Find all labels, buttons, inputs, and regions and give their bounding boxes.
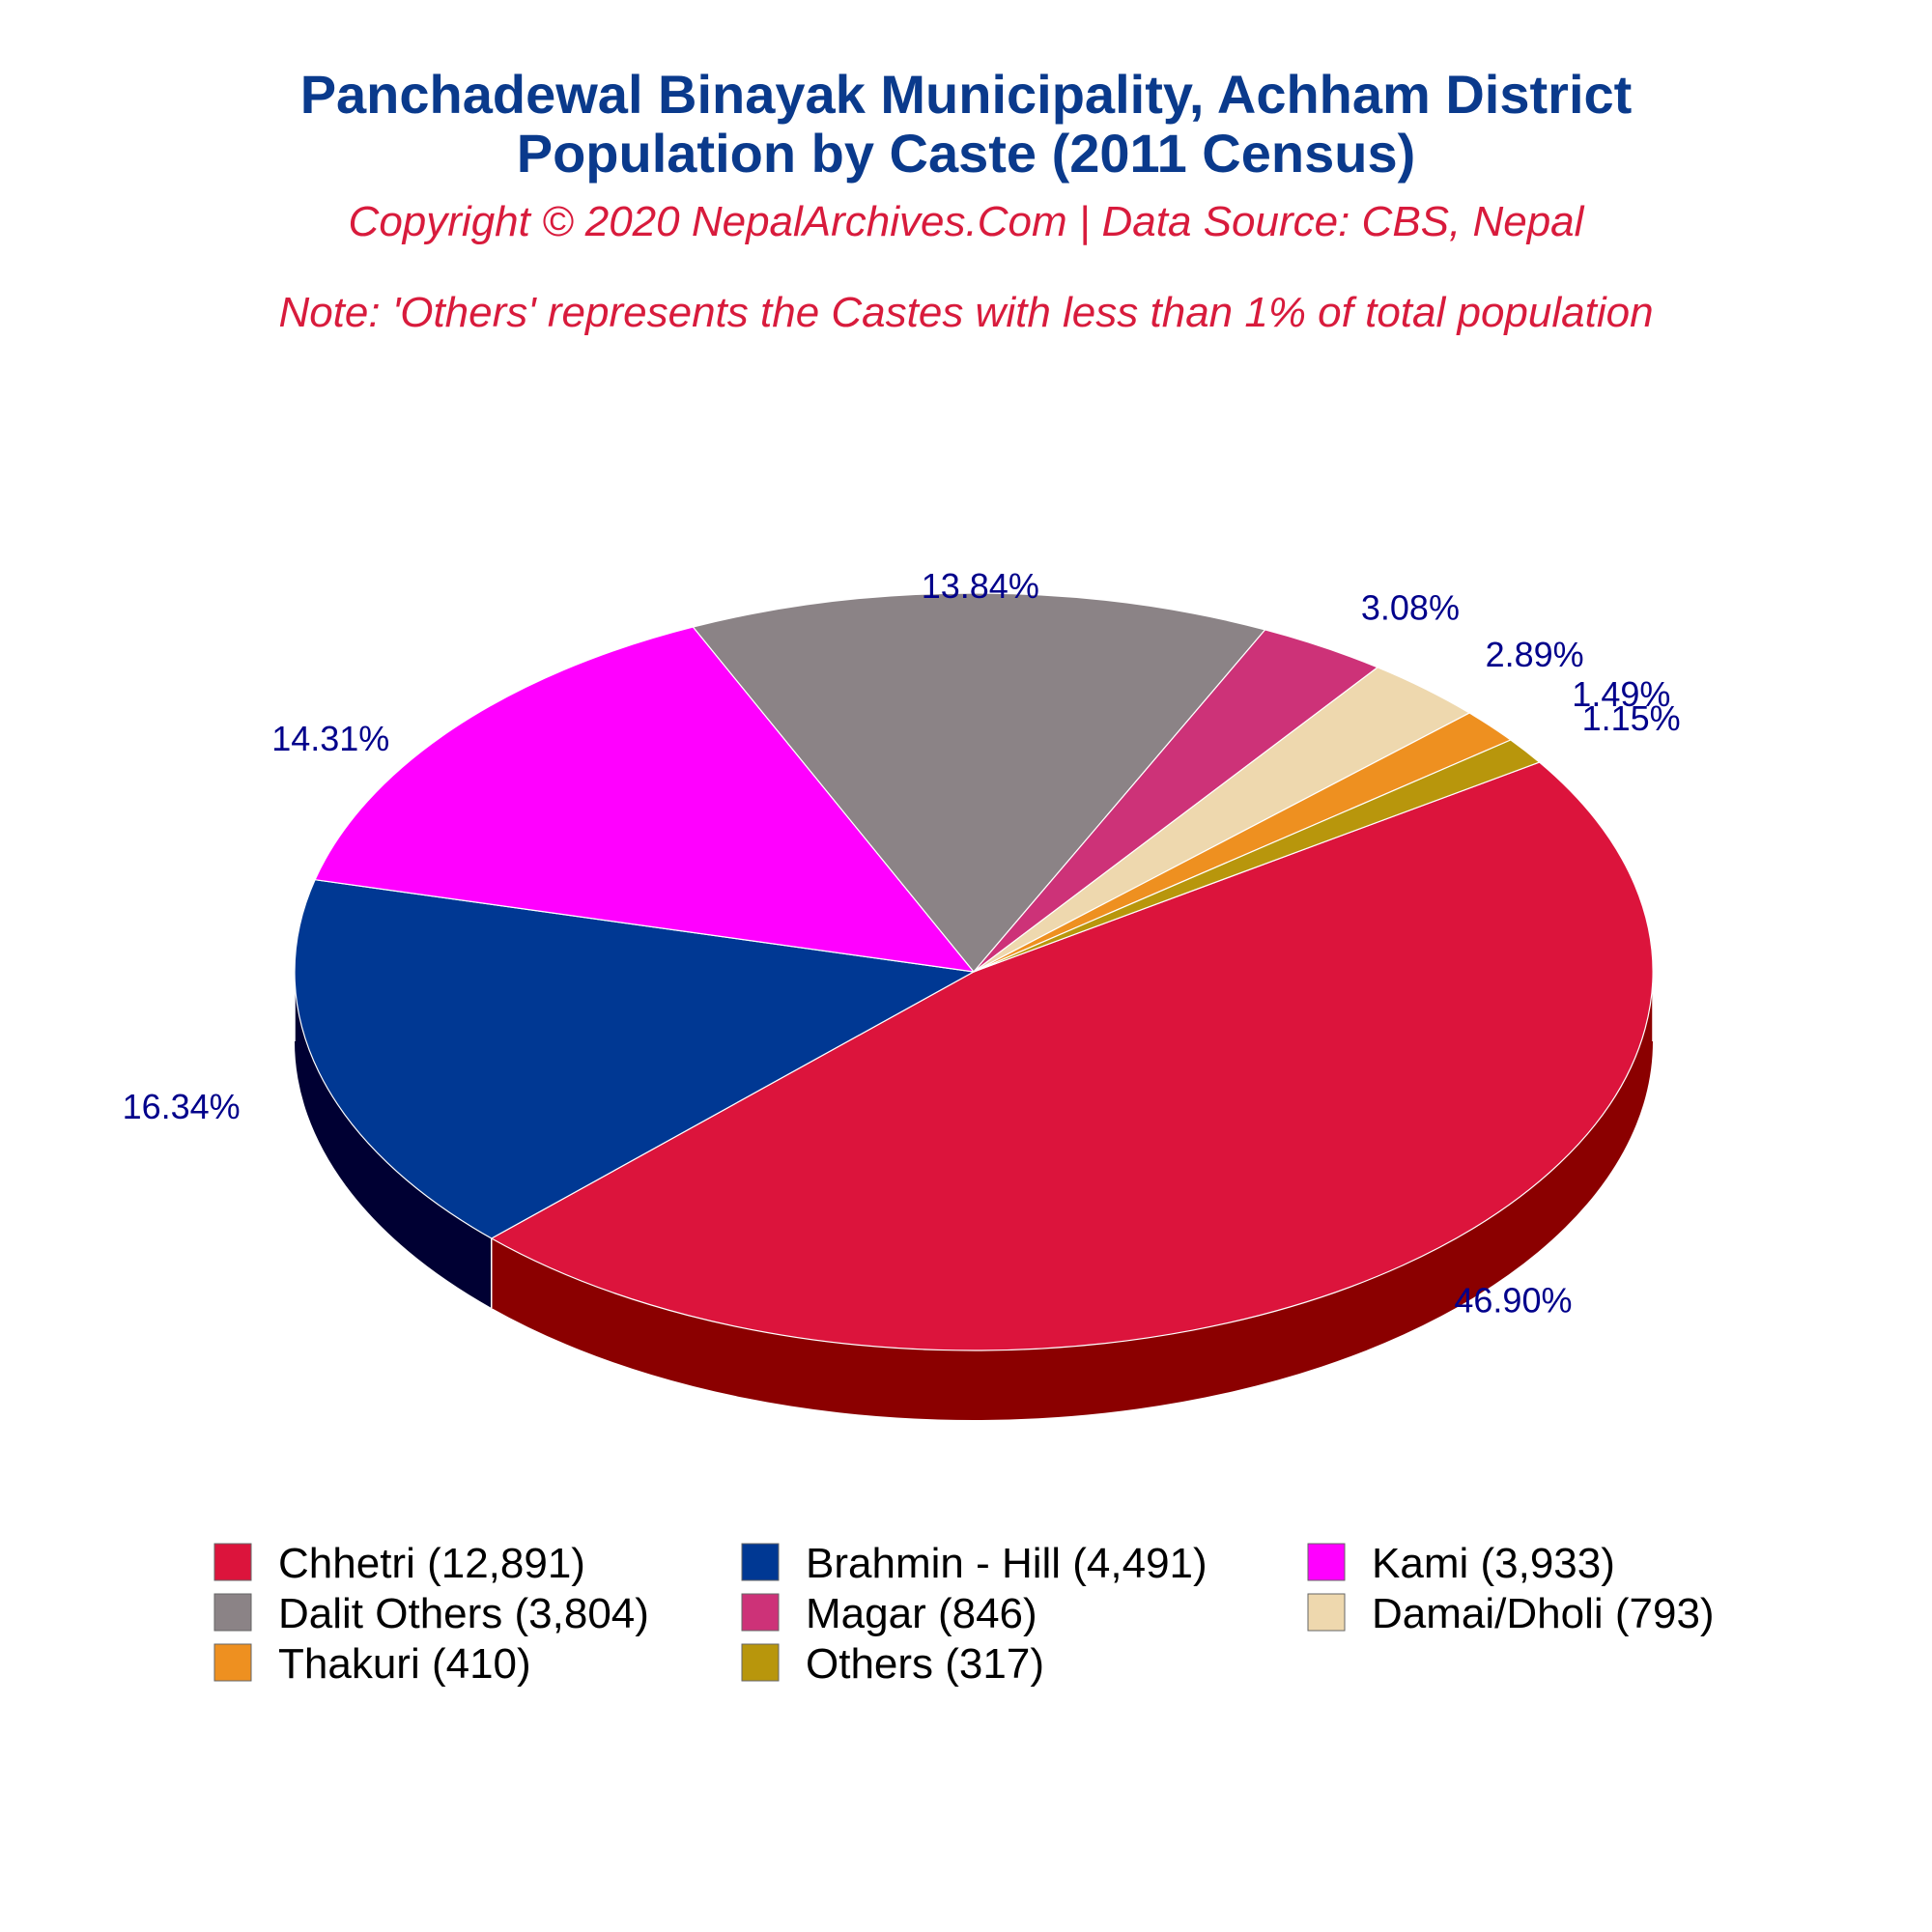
pie-top	[294, 592, 1654, 1351]
legend-swatch	[741, 1543, 780, 1581]
pie-labels: 46.90% 16.34% 14.31% 13.84% 3.08% 2.89%1.49%1…	[123, 566, 1681, 1320]
chart-title-line1: Panchadewal Binayak Municipality, Achham…	[300, 64, 1633, 125]
legend-swatch	[213, 1643, 252, 1682]
legend-swatch	[213, 1543, 252, 1581]
pie-side-chhetri	[491, 972, 1654, 1420]
legend-item-brahmin-hill: Brahmin - Hill (4,491)	[741, 1540, 1208, 1587]
legend-item-magar: Magar (846)	[741, 1590, 1037, 1637]
pie-slice-kami	[314, 626, 975, 973]
pie-label-thakuri: 1.49%	[1572, 674, 1670, 714]
pie-label-dalit-others: 13.84%	[922, 566, 1039, 606]
legend-item-thakuri: Thakuri (410)	[213, 1640, 531, 1688]
copyright-line: Copyright © 2020 NepalArchives.Com | Dat…	[349, 198, 1585, 245]
pie-slice-brahmin-hill	[294, 879, 975, 1239]
pie-label-magar: 3.08%	[1361, 588, 1460, 628]
legend-item-kami: Kami (3,933)	[1307, 1540, 1615, 1587]
legend-item-dalit-others: Dalit Others (3,804)	[213, 1590, 649, 1637]
legend-swatch	[741, 1593, 780, 1632]
pie-label-damai-dholi: 2.89%	[1486, 635, 1584, 674]
legend-label: Dalit Others (3,804)	[278, 1590, 649, 1637]
legend-swatch	[741, 1643, 780, 1682]
legend-label: Damai/Dholi (793)	[1372, 1590, 1715, 1637]
legend-label: Thakuri (410)	[278, 1640, 531, 1688]
pie-sides	[294, 972, 1654, 1420]
legend-label: Chhetri (12,891)	[278, 1540, 585, 1587]
pie-label-brahmin-hill: 16.34%	[123, 1087, 241, 1126]
pie-label-others: 1.15%	[1582, 698, 1681, 738]
pie-slice-others	[973, 739, 1541, 973]
legend-label: Others (317)	[806, 1640, 1044, 1688]
legend-item-others: Others (317)	[741, 1640, 1044, 1688]
pie-slice-dalit-others	[692, 592, 1266, 973]
pie-label-kami: 14.31%	[271, 719, 389, 758]
legend-label: Magar (846)	[806, 1590, 1037, 1637]
legend: Chhetri (12,891) Brahmin - Hill (4,491) Ka…	[213, 1540, 1715, 1688]
chart-title-line2: Population by Caste (2011 Census)	[517, 123, 1415, 184]
pie-slice-chhetri	[491, 761, 1654, 1351]
legend-item-damai-dholi: Damai/Dholi (793)	[1307, 1590, 1715, 1637]
pie-side-brahmin-hill	[295, 972, 492, 1308]
legend-label: Brahmin - Hill (4,491)	[806, 1540, 1208, 1587]
legend-label: Kami (3,933)	[1372, 1540, 1615, 1587]
legend-swatch	[213, 1593, 252, 1632]
pie-label-chhetri: 46.90%	[1454, 1280, 1572, 1320]
legend-swatch	[1307, 1543, 1346, 1581]
legend-item-chhetri: Chhetri (12,891)	[213, 1540, 585, 1587]
note-line: Note: 'Others' represents the Castes wit…	[278, 289, 1653, 336]
legend-swatch	[1307, 1593, 1346, 1632]
